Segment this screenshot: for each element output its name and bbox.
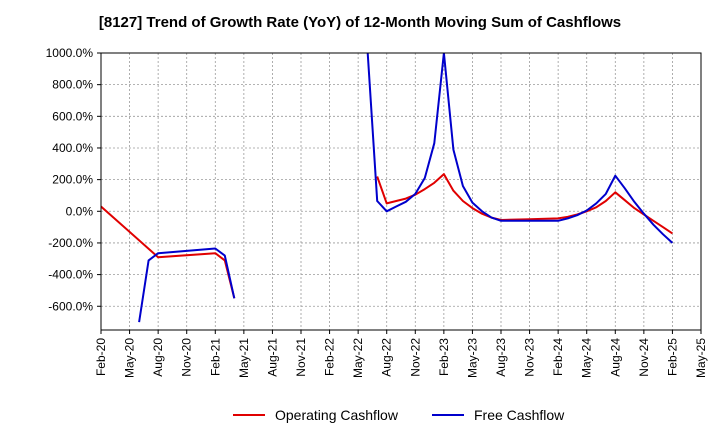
series-line-operating-cashflow <box>376 173 673 235</box>
x-tick-label: May-22 <box>351 338 365 378</box>
x-tick-label: Feb-23 <box>437 338 451 376</box>
x-tick-label: May-20 <box>123 338 137 378</box>
legend: Operating Cashflow Free Cashflow <box>0 404 720 426</box>
x-tick-label: Aug-23 <box>494 338 508 377</box>
x-tick-label: Nov-20 <box>180 338 194 377</box>
y-tick-label: 600.0% <box>52 109 93 123</box>
y-tick-label: 1000.0% <box>46 46 94 60</box>
x-tick-label: May-24 <box>580 338 594 378</box>
series-line-free-cashflow <box>138 247 236 323</box>
x-tick-label: Nov-23 <box>523 338 537 377</box>
x-tick-label: Feb-22 <box>323 338 337 376</box>
y-tick-label: 800.0% <box>52 78 93 92</box>
plot-frame <box>100 52 702 331</box>
x-tick-label: Nov-24 <box>637 338 651 377</box>
x-tick-label: Aug-24 <box>608 338 622 377</box>
x-tick-label: May-21 <box>237 338 251 378</box>
legend-item-free-cashflow: Free Cashflow <box>432 404 564 426</box>
x-tick-label: May-25 <box>694 338 708 378</box>
series-line-free-cashflow <box>366 53 674 244</box>
y-tick-label: 400.0% <box>52 141 93 155</box>
y-tick-label: 200.0% <box>52 173 93 187</box>
x-tick-label: May-23 <box>465 338 479 378</box>
x-tick-label: Feb-24 <box>551 338 565 376</box>
x-tick-label: Nov-22 <box>408 338 422 377</box>
x-tick-label: Aug-21 <box>265 338 279 377</box>
x-tick-label: Aug-22 <box>380 338 394 377</box>
x-tick-label: Feb-21 <box>208 338 222 376</box>
legend-label-operating-cashflow: Operating Cashflow <box>275 407 398 423</box>
y-tick-label: 0.0% <box>66 204 94 218</box>
legend-label-free-cashflow: Free Cashflow <box>474 407 565 423</box>
y-tick-label: -200.0% <box>48 236 93 250</box>
x-tick-label: Nov-21 <box>294 338 308 377</box>
y-tick-label: -600.0% <box>48 299 93 313</box>
chart-title: [8127] Trend of Growth Rate (YoY) of 12-… <box>98 14 622 31</box>
x-tick-label: Feb-20 <box>94 338 108 376</box>
x-tick-label: Feb-25 <box>665 338 679 376</box>
y-tick-label: -400.0% <box>48 268 93 282</box>
legend-swatch-operating-cashflow <box>233 414 265 416</box>
legend-swatch-free-cashflow <box>432 414 464 416</box>
x-tick-label: Aug-20 <box>151 338 165 377</box>
legend-item-operating-cashflow: Operating Cashflow <box>233 404 398 426</box>
